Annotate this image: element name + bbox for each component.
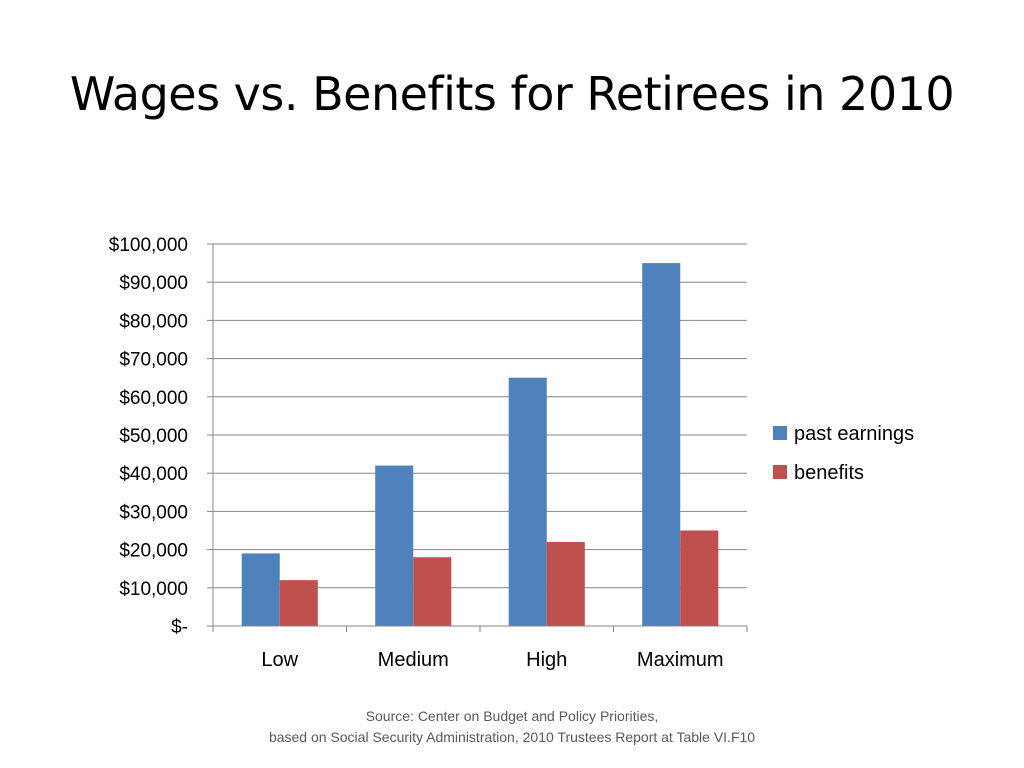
bar-benefits-low <box>279 580 318 626</box>
y-tick-label: $40,000 <box>119 464 188 485</box>
bar-past-earnings-low <box>241 553 280 626</box>
x-tick-label: High <box>526 649 567 671</box>
bar-benefits-medium <box>413 557 452 626</box>
y-tick-label: $10,000 <box>119 579 188 600</box>
y-tick-label: $100,000 <box>109 235 188 256</box>
legend-label: past earnings <box>794 423 914 445</box>
y-tick-label: $70,000 <box>119 350 188 371</box>
legend-swatch-benefits <box>773 465 787 479</box>
bar-benefits-high <box>546 541 585 626</box>
y-tick-label: $80,000 <box>119 311 188 332</box>
axes <box>207 243 748 632</box>
bar-benefits-maximum <box>680 530 719 626</box>
x-tick-label: Low <box>261 649 298 671</box>
slide-title: Wages vs. Benefits for Retirees in 2010 <box>69 67 955 121</box>
source-line-2: based on Social Security Administration,… <box>268 729 756 745</box>
source-note: Source: Center on Budget and Policy Prio… <box>0 706 1024 748</box>
bars <box>241 263 719 626</box>
y-axis-tick-labels: $- $10,000 $20,000 $30,000 $40,000 $50,000 $60… <box>109 235 188 638</box>
y-tick-label: $20,000 <box>119 541 188 562</box>
legend-label: benefits <box>794 462 864 484</box>
y-tick-label: $60,000 <box>119 388 188 409</box>
bar-past-earnings-medium <box>375 465 414 626</box>
bar-past-earnings-high <box>508 377 547 626</box>
source-line-1: Source: Center on Budget and Policy Prio… <box>365 708 659 724</box>
legend: past earnings benefits <box>773 423 914 484</box>
y-tick-label: $90,000 <box>119 273 188 294</box>
y-tick-label: $- <box>171 617 188 638</box>
x-tick-label: Medium <box>378 649 449 671</box>
x-tick-label: Maximum <box>637 649 724 671</box>
legend-swatch-past-earnings <box>773 426 787 440</box>
x-axis-tick-labels: Low Medium High Maximum <box>261 649 723 671</box>
y-tick-label: $30,000 <box>119 502 188 523</box>
y-tick-label: $50,000 <box>119 426 188 447</box>
bar-past-earnings-maximum <box>642 263 681 626</box>
